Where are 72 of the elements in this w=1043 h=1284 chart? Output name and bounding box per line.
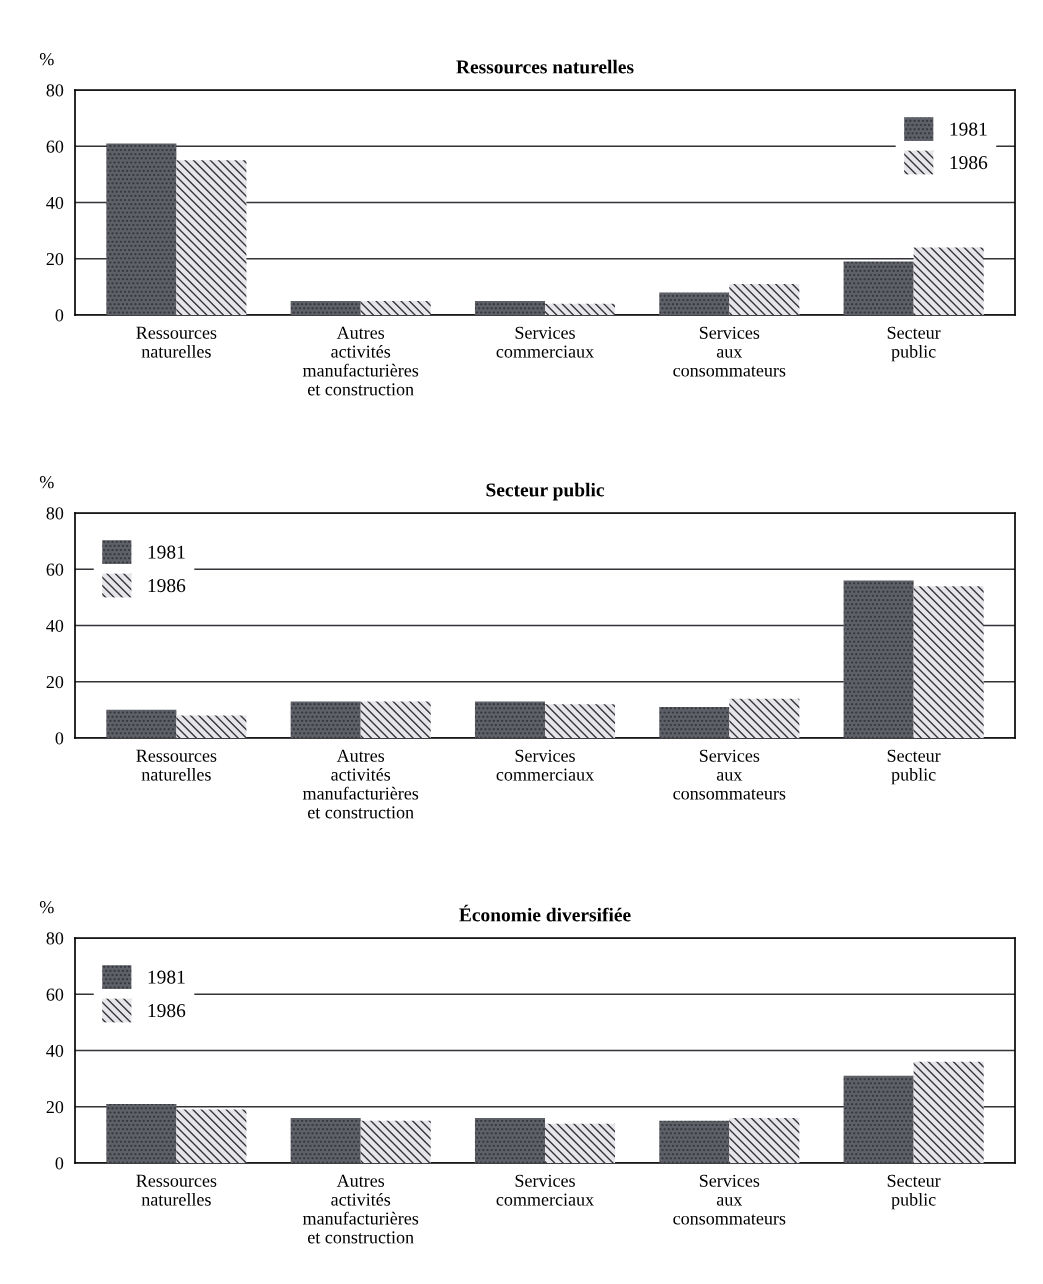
y-tick-label: 0: [55, 309, 64, 322]
bar: [545, 1123, 616, 1163]
chart-title: Secteur public: [486, 482, 605, 501]
y-tick-label: 60: [46, 563, 64, 576]
legend-label: 1986: [148, 1004, 186, 1018]
category-label: Autres activités manufacturières et construction: [302, 1174, 419, 1244]
bar: [843, 1075, 914, 1163]
bar: [474, 300, 545, 315]
y-axis-title: %: [39, 476, 54, 489]
bar: [290, 701, 361, 738]
bar: [360, 1120, 431, 1163]
bar: [659, 292, 730, 315]
legend-label: 1981: [148, 545, 185, 559]
chart-title: Ressources naturelles: [456, 59, 634, 74]
legend-label: 1986: [148, 579, 186, 593]
y-tick-label: 40: [46, 1044, 64, 1057]
bar: [474, 1118, 545, 1163]
bar: [913, 1061, 984, 1163]
legend-label: 1981: [148, 970, 185, 984]
bar: [659, 707, 730, 738]
y-tick-label: 40: [46, 196, 64, 209]
bar: [176, 715, 247, 738]
category-label: Services commerciaux: [496, 1174, 594, 1206]
category-label: Ressources naturelles: [136, 749, 217, 781]
bar: [176, 160, 247, 315]
legend-label: 1981: [950, 122, 987, 136]
category-label: Autres activités manufacturières et construction: [302, 749, 419, 819]
category-label: Services aux consommateurs: [673, 1174, 786, 1225]
y-tick-label: 20: [46, 1101, 64, 1114]
bar: [913, 586, 984, 738]
category-label: Secteur public: [887, 1174, 941, 1210]
category-label: Services commerciaux: [496, 749, 594, 781]
category-label: Services commerciaux: [496, 326, 594, 358]
bar: [913, 247, 984, 315]
category-label: Ressources naturelles: [136, 326, 217, 358]
y-tick-label: 60: [46, 140, 64, 153]
y-tick-label: 20: [46, 253, 64, 266]
bar: [729, 284, 800, 315]
y-tick-label: 0: [55, 1157, 64, 1170]
bar: [360, 300, 431, 315]
y-tick-label: 0: [55, 732, 64, 745]
bar: [106, 709, 177, 738]
bar: [290, 300, 361, 315]
bar: [545, 704, 616, 738]
category-label: Secteur public: [887, 749, 941, 785]
y-tick-label: 60: [46, 988, 64, 1001]
bar: [106, 1103, 177, 1163]
y-tick-label: 80: [46, 932, 64, 945]
y-tick-label: 40: [46, 619, 64, 632]
category-label: Ressources naturelles: [136, 1174, 217, 1206]
y-tick-label: 80: [46, 507, 64, 520]
y-tick-label: 80: [46, 84, 64, 97]
bar: [360, 701, 431, 738]
bar: [290, 1118, 361, 1163]
bar: [843, 261, 914, 315]
bar: [729, 1118, 800, 1163]
y-axis-title: %: [39, 53, 54, 66]
category-label: Services aux consommateurs: [673, 326, 786, 377]
legend-label: 1986: [950, 156, 988, 170]
bar: [659, 1120, 730, 1163]
y-tick-label: 20: [46, 676, 64, 689]
bar: [545, 303, 616, 315]
bar: [106, 143, 177, 315]
category-label: Autres activités manufacturières et construction: [302, 326, 419, 396]
y-axis-title: %: [39, 901, 54, 914]
bar: [474, 701, 545, 738]
chart-title: Économie diversifiée: [459, 904, 631, 922]
bar: [843, 580, 914, 738]
bar: [729, 698, 800, 738]
bar: [176, 1109, 247, 1163]
category-label: Secteur public: [887, 326, 941, 362]
category-label: Services aux consommateurs: [673, 749, 786, 800]
